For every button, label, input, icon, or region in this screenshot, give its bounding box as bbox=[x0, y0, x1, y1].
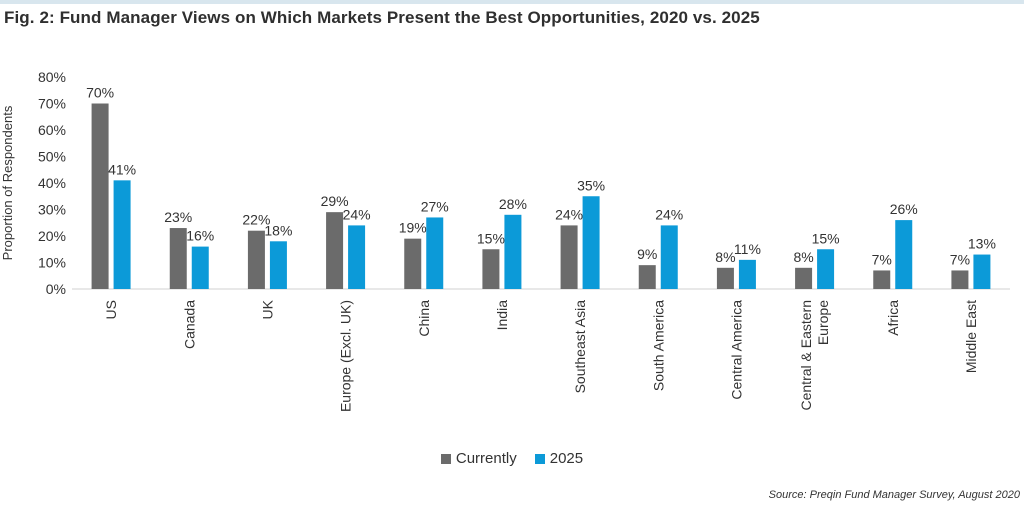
legend-label-2025: 2025 bbox=[549, 450, 584, 467]
category-label: UK bbox=[259, 299, 275, 319]
category-label: Africa bbox=[885, 300, 901, 336]
bar-currently bbox=[638, 265, 656, 289]
category-label: Middle East bbox=[963, 300, 979, 373]
data-label-currently: 9% bbox=[637, 246, 657, 262]
data-label-2025: 27% bbox=[421, 198, 449, 214]
category-label-line: Central America bbox=[728, 300, 744, 400]
category-label-line: Southeast Asia bbox=[572, 300, 588, 394]
data-label-2025: 24% bbox=[343, 206, 371, 222]
y-tick-label: 10% bbox=[38, 255, 66, 271]
category-label: Europe (Excl. UK) bbox=[338, 300, 354, 412]
bar-2025 bbox=[582, 196, 600, 289]
chart-title: Fig. 2: Fund Manager Views on Which Mark… bbox=[4, 8, 760, 27]
category-label: US bbox=[103, 300, 119, 319]
data-label-currently: 22% bbox=[242, 212, 270, 228]
data-label-currently: 7% bbox=[950, 251, 970, 267]
data-label-currently: 23% bbox=[164, 209, 192, 225]
bar-2025 bbox=[426, 217, 444, 289]
category-label: Southeast Asia bbox=[572, 300, 588, 394]
bar-currently bbox=[169, 228, 187, 289]
data-label-currently: 15% bbox=[477, 230, 505, 246]
category-label: Canada bbox=[181, 300, 197, 349]
category-label: Central America bbox=[728, 300, 744, 400]
y-tick-label: 40% bbox=[38, 175, 66, 191]
bar-currently bbox=[482, 249, 500, 289]
data-label-currently: 19% bbox=[399, 220, 427, 236]
y-tick-label: 50% bbox=[38, 149, 66, 165]
data-label-currently: 8% bbox=[715, 249, 735, 265]
y-tick-label: 30% bbox=[38, 202, 66, 218]
category-label: South America bbox=[650, 300, 666, 391]
data-label-2025: 28% bbox=[499, 196, 527, 212]
data-label-2025: 15% bbox=[812, 230, 840, 246]
legend-swatch-currently bbox=[440, 453, 451, 464]
category-label: India bbox=[494, 300, 510, 331]
bar-2025 bbox=[348, 225, 366, 289]
bar-2025 bbox=[504, 214, 522, 289]
bar-2025 bbox=[191, 246, 209, 289]
bar-2025 bbox=[113, 180, 131, 289]
top-rule bbox=[0, 0, 1024, 4]
category-label-line: Central & Eastern bbox=[798, 300, 814, 411]
category-label-line: Canada bbox=[181, 300, 197, 349]
data-label-2025: 16% bbox=[186, 228, 214, 244]
legend-swatch-2025 bbox=[534, 453, 545, 464]
data-label-2025: 35% bbox=[577, 177, 605, 193]
bar-currently bbox=[951, 270, 969, 289]
bar-2025 bbox=[269, 241, 287, 289]
legend-item-2025: 2025 bbox=[534, 450, 584, 467]
bar-2025 bbox=[895, 220, 913, 289]
category-label-line: Europe bbox=[815, 300, 831, 345]
data-label-2025: 11% bbox=[734, 241, 761, 257]
y-tick-label: 80% bbox=[38, 69, 66, 85]
bar-2025 bbox=[973, 254, 991, 289]
category-label: Central & EasternEurope bbox=[798, 300, 831, 411]
legend-item-currently: Currently bbox=[440, 450, 517, 467]
data-label-currently: 29% bbox=[321, 193, 349, 209]
data-label-2025: 18% bbox=[264, 222, 292, 238]
data-label-2025: 24% bbox=[655, 206, 683, 222]
category-label: China bbox=[416, 300, 432, 337]
legend-label-currently: Currently bbox=[455, 450, 517, 467]
bar-currently bbox=[873, 270, 891, 289]
bar-2025 bbox=[817, 249, 835, 289]
bar-currently bbox=[247, 230, 265, 289]
y-tick-label: 70% bbox=[38, 96, 66, 112]
legend: Currently 2025 bbox=[0, 450, 1024, 467]
category-label-line: South America bbox=[650, 300, 666, 391]
category-label-line: Africa bbox=[885, 300, 901, 336]
bar-currently bbox=[326, 212, 344, 289]
data-label-currently: 8% bbox=[793, 249, 813, 265]
category-label-line: Middle East bbox=[963, 300, 979, 373]
category-label-line: China bbox=[416, 300, 432, 337]
source-note: Source: Preqin Fund Manager Survey, Augu… bbox=[768, 489, 1020, 501]
data-label-currently: 24% bbox=[555, 206, 583, 222]
data-label-2025: 41% bbox=[108, 161, 136, 177]
bar-2025 bbox=[738, 259, 756, 289]
y-tick-label: 60% bbox=[38, 122, 66, 138]
y-tick-label: 0% bbox=[46, 281, 66, 297]
data-label-2025: 13% bbox=[968, 236, 996, 252]
category-label-line: India bbox=[494, 300, 510, 331]
bar-currently bbox=[716, 267, 734, 289]
category-label-line: UK bbox=[259, 299, 275, 319]
bar-currently bbox=[91, 103, 109, 289]
bar-2025 bbox=[660, 225, 678, 289]
data-label-2025: 26% bbox=[890, 201, 918, 217]
bar-currently bbox=[795, 267, 813, 289]
category-label-line: Europe (Excl. UK) bbox=[338, 300, 354, 412]
data-label-currently: 70% bbox=[86, 85, 114, 101]
bar-currently bbox=[404, 238, 422, 289]
y-tick-label: 20% bbox=[38, 228, 66, 244]
y-axis-title: Proportion of Respondents bbox=[0, 105, 15, 260]
bar-currently bbox=[560, 225, 578, 289]
data-label-currently: 7% bbox=[872, 251, 892, 267]
category-label-line: US bbox=[103, 300, 119, 319]
